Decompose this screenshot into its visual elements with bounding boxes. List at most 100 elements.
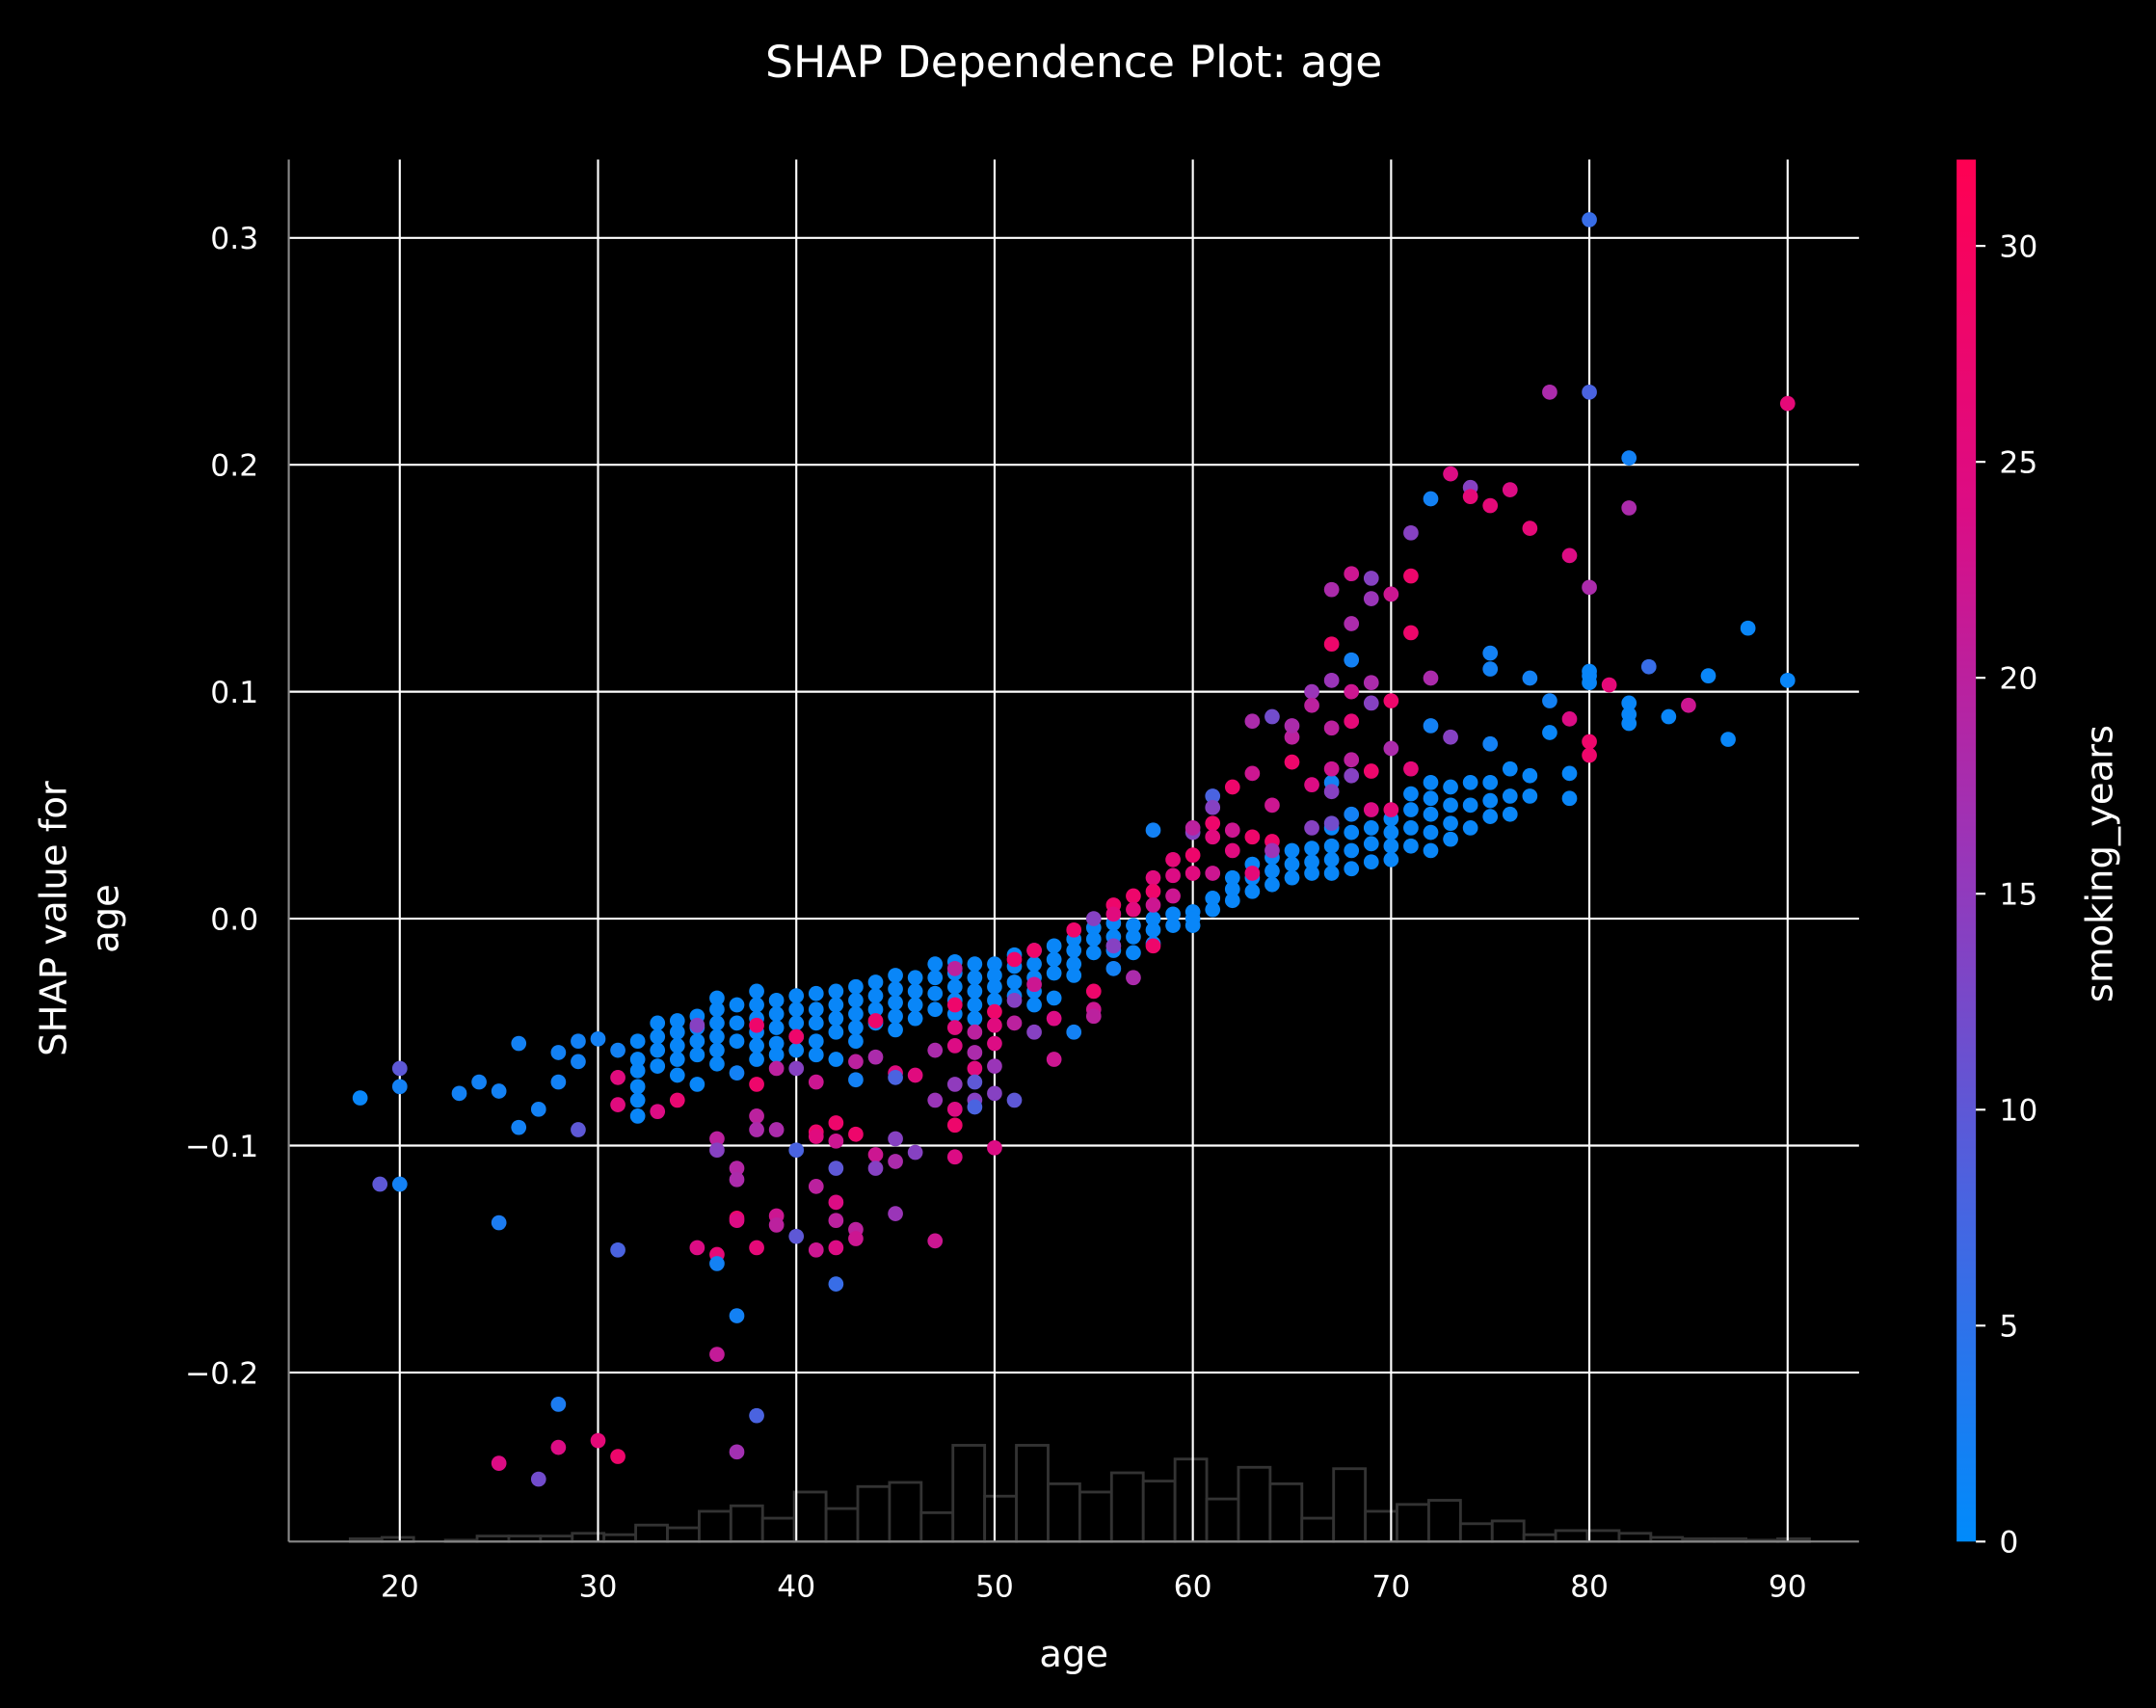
scatter-point [888,1008,903,1025]
scatter-point [987,1017,1002,1033]
scatter-point [1026,1024,1042,1040]
scatter-point [987,1085,1002,1102]
histogram-bar [1585,1529,1621,1543]
scatter-point [1462,797,1478,814]
scatter-point [1443,779,1458,795]
scatter-point [848,1231,864,1246]
histogram-bar [1173,1457,1209,1543]
scatter-point [888,1022,903,1038]
scatter-point [1145,883,1161,899]
histogram-bar [856,1484,892,1543]
scatter-point [1224,893,1240,909]
scatter-point [1085,945,1102,961]
scatter-point [1403,625,1419,641]
y-tick-label: 0.1 [210,676,258,710]
scatter-point [590,1030,606,1047]
histogram-bar [919,1510,955,1543]
y-tick-label: 0.2 [210,449,258,484]
colorbar-tick-label: 25 [1999,446,2037,481]
scatter-point [1383,802,1399,817]
scatter-point [848,992,864,1008]
scatter-point [1561,790,1578,807]
y-axis-label-line-1: SHAP value for [32,781,75,1056]
scatter-point [1522,520,1538,536]
scatter-point [1582,579,1597,596]
scatter-point [1779,673,1796,688]
scatter-point [1403,761,1419,777]
scatter-point [1462,489,1478,505]
scatter-point [1561,547,1578,564]
scatter-point [1323,784,1340,800]
scatter-point [669,1052,685,1067]
scatter-point [610,1449,626,1464]
histogram-bar [760,1516,796,1543]
scatter-point [1264,876,1280,893]
scatter-point [1363,836,1379,852]
scatter-point [1542,725,1557,740]
scatter-point [749,1038,764,1054]
x-tick-label: 50 [975,1569,1014,1604]
scatter-point [1443,729,1458,745]
scatter-point [1522,788,1538,804]
scatter-point [1304,841,1319,856]
scatter-point [967,1074,983,1090]
scatter-point [967,1024,983,1040]
scatter-point [987,1003,1002,1020]
scatter-point [867,974,884,990]
histogram-bar [824,1507,860,1543]
scatter-point [1621,500,1637,516]
scatter-point [1066,1024,1082,1040]
scatter-point [1423,790,1439,807]
scatter-point [749,1108,764,1124]
scatter-point [768,1020,785,1035]
scatter-point [1304,777,1319,793]
scatter-point [451,1085,467,1102]
scatter-point [749,1052,764,1067]
scatter-point [967,1045,983,1060]
scatter-point [1502,482,1518,497]
scatter-point [768,1047,785,1063]
scatter-point [848,1006,864,1022]
scatter-point [1323,581,1340,598]
scatter-point [1344,616,1360,631]
scatter-point [1085,931,1102,947]
scatter-point [987,978,1002,995]
scatter-point [1502,806,1518,822]
scatter-point [1145,921,1161,938]
scatter-point [788,1001,805,1018]
scatter-point [629,1033,646,1050]
scatter-point [867,1013,884,1028]
x-tick-label: 80 [1570,1569,1609,1604]
scatter-point [1323,866,1340,881]
scatter-point [888,1206,903,1221]
scatter-point [1482,661,1499,677]
histogram-bar [697,1509,732,1543]
scatter-point [709,1055,725,1072]
scatter-point [1661,708,1677,725]
scatter-point [1126,970,1141,986]
scatter-point [828,1052,844,1067]
scatter-point [907,970,923,986]
scatter-point [1363,802,1379,817]
scatter-point [610,1241,626,1258]
scatter-point [689,1047,705,1063]
scatter-point [768,1006,785,1022]
scatter-point [1126,929,1141,945]
scatter-point [1344,566,1360,582]
scatter-point [629,1052,646,1067]
scatter-point [828,983,844,1000]
scatter-point [511,1035,527,1052]
scatter-point [1145,822,1161,839]
scatter-point [1244,829,1261,845]
scatter-point [1502,788,1518,804]
scatter-point [907,1067,923,1083]
scatter-point [828,1010,844,1027]
histogram-bar [1141,1480,1177,1543]
histogram-bar [1078,1490,1113,1543]
scatter-point [1383,838,1399,854]
scatter-point [1205,788,1221,804]
colorbar [1956,159,1977,1542]
scatter-point [749,1017,764,1033]
scatter-point [610,1097,626,1112]
